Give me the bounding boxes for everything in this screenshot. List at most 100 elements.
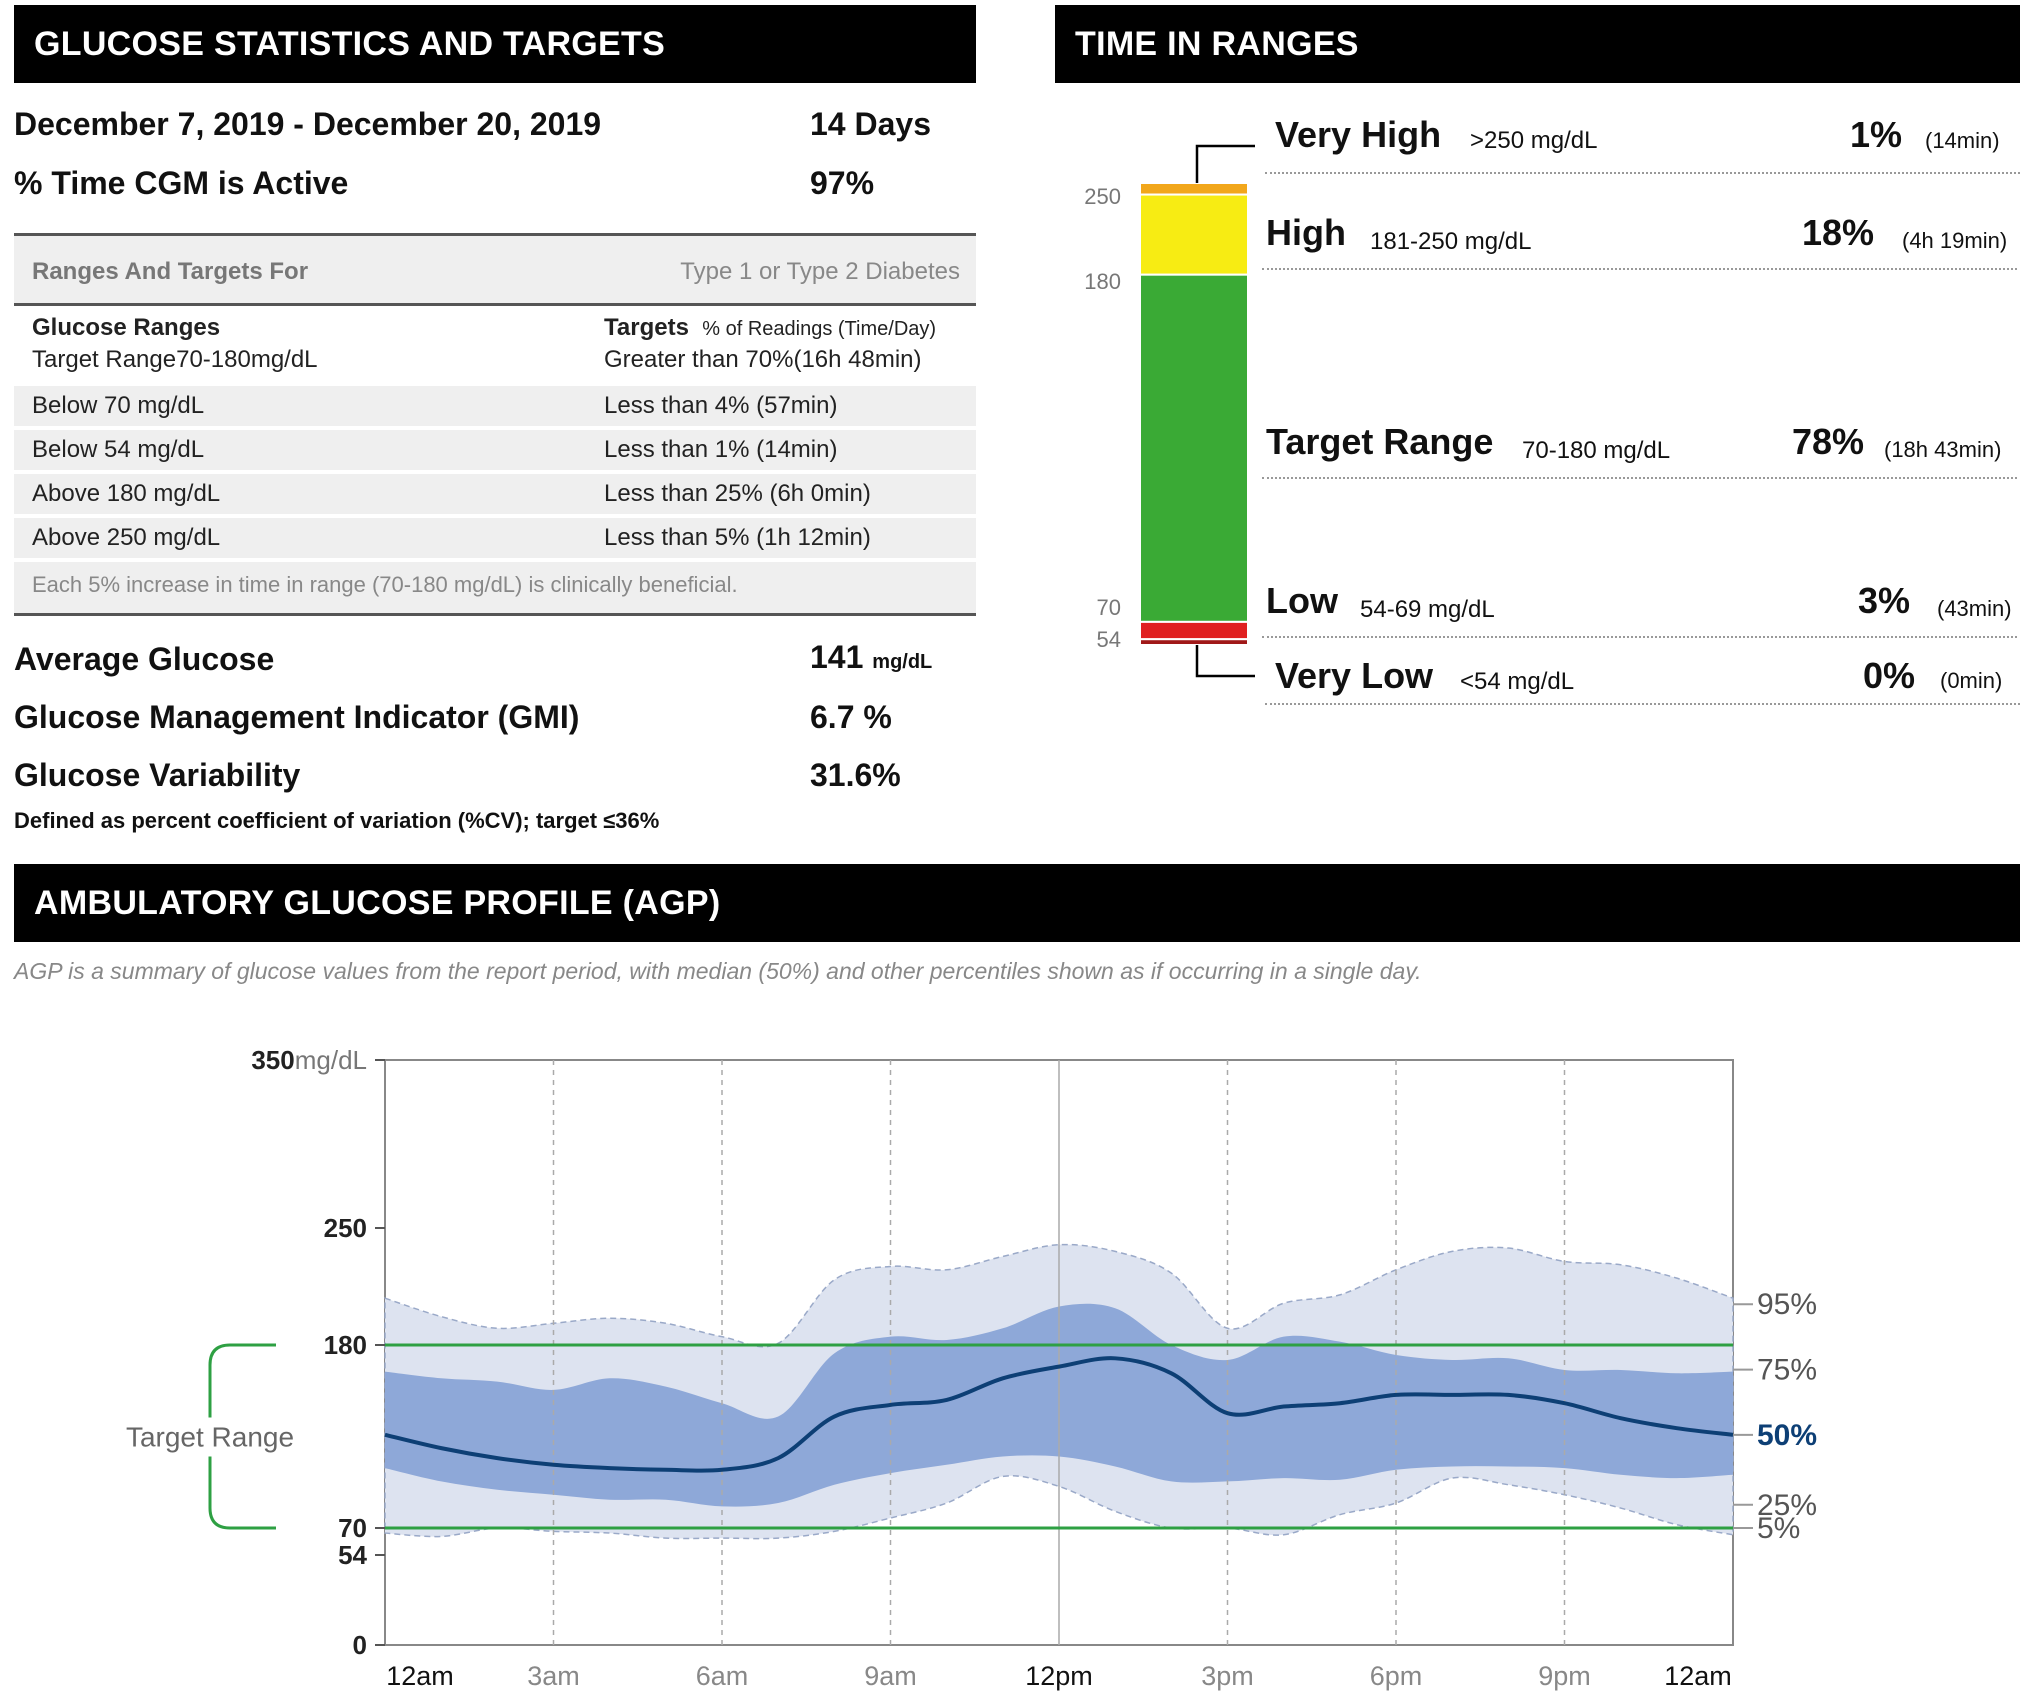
target-cell: Greater than 70%(16h 48min) [604,346,922,373]
x-tick-label: 6pm [1370,1661,1423,1691]
table-note: Each 5% increase in time in range (70-18… [32,572,738,597]
y-tick-label: 350mg/dL [251,1045,367,1075]
tir-range: <54 mg/dL [1460,668,1575,695]
tir-range: 70-180 mg/dL [1522,437,1671,464]
tir-row-low: Low 54-69 mg/dL 3% (43min) [1262,580,2017,638]
tir-row-very-low: Very Low <54 mg/dL 0% (0min) [1265,655,2020,705]
tir-segment-high [1139,193,1249,276]
tir-pct: 18% [1802,212,1875,253]
x-tick-label: 9am [864,1661,917,1691]
targets-table-header: Ranges And Targets For Type 1 or Type 2 … [14,236,976,303]
x-tick-label: 3am [527,1661,580,1691]
avg-glucose-value-wrap: 141 mg/dL [810,639,932,676]
target-cell: Less than 5% (1h 12min) [604,524,871,551]
days-count: 14 Days [810,106,931,142]
tir-axis-labels: 250 180 70 54 [1084,184,1121,652]
table-row: Below 70 mg/dL Less than 4% (57min) [14,386,976,426]
y-tick-label: 70 [338,1513,367,1543]
x-tick-label: 12pm [1025,1661,1093,1691]
target-range-label: Target Range [126,1422,294,1453]
tir-time: (43min) [1937,596,2012,621]
targets-header-left: Ranges And Targets For [32,258,309,285]
very-low-connector [1195,645,1255,678]
x-tick-label: 3pm [1201,1661,1254,1691]
very-high-connector [1195,144,1255,183]
date-range: December 7, 2019 - December 20, 2019 [14,106,602,142]
percentile-label-5: 5% [1757,1512,1800,1545]
x-tick-label: 12am [386,1661,454,1691]
agp-subtitle: AGP is a summary of glucose values from … [14,958,1422,984]
avg-glucose-unit: mg/dL [872,651,933,673]
tir-segment-very-high [1139,182,1249,196]
agp-header: AMBULATORY GLUCOSE PROFILE (AGP) [14,864,2020,942]
tir-name: Very High [1275,114,1442,155]
tir-axis-70: 70 [1097,595,1121,620]
percentile-label-75: 75% [1757,1354,1817,1387]
targets-table: Ranges And Targets For Type 1 or Type 2 … [14,233,976,616]
tir-pct: 1% [1850,114,1903,155]
col-targets-sub: % of Readings (Time/Day) [702,318,937,340]
x-tick-label: 12am [1664,1661,1732,1691]
gv-note: Defined as percent coefficient of variat… [14,808,660,833]
gv-label: Glucose Variability [14,757,301,793]
tir-pct: 3% [1858,580,1911,621]
tir-time: (18h 43min) [1884,437,2002,462]
table-row: Target Range70-180mg/dL Greater than 70%… [14,342,976,382]
median-line [384,1356,1734,1473]
tir-name: Low [1266,580,1338,621]
tir-axis-250: 250 [1084,184,1121,209]
tir-name: High [1266,212,1346,253]
target-cell: Less than 4% (57min) [604,392,838,419]
y-tick-label: 0 [353,1630,367,1660]
tir-time: (14min) [1925,128,2000,153]
targets-header-right: Type 1 or Type 2 Diabetes [680,258,960,285]
table-row: Above 180 mg/dL Less than 25% (6h 0min) [14,474,976,514]
range-cell: Above 180 mg/dL [32,480,221,507]
tir-range: 181-250 mg/dL [1370,228,1532,255]
tir-range: 54-69 mg/dL [1360,596,1495,623]
range-cell: Below 70 mg/dL [32,392,205,419]
table-row: Below 54 mg/dL Less than 1% (14min) [14,430,976,470]
percentile-label-95: 95% [1757,1288,1817,1321]
tir-row-high: High 181-250 mg/dL 18% (4h 19min) [1262,212,2017,270]
cgm-active-label: % Time CGM is Active [14,165,349,201]
x-tick-label: 9pm [1538,1661,1591,1691]
range-cell: Target Range70-180mg/dL [32,346,318,373]
avg-glucose-value: 141 [810,639,864,675]
tir-segment-target-range [1139,273,1249,623]
target-cell: Less than 1% (14min) [604,436,838,463]
percentile-label-50: 50% [1757,1419,1817,1452]
tir-axis-180: 180 [1084,269,1121,294]
range-cell: Above 250 mg/dL [32,524,221,551]
range-cell: Below 54 mg/dL [32,436,205,463]
tir-name: Very Low [1275,655,1434,696]
gv-value: 31.6% [810,757,901,793]
col-targets: Targets [604,314,689,341]
tir-pct: 78% [1792,421,1865,462]
tir-segment-low [1139,620,1249,641]
y-tick-label: 250 [324,1213,367,1243]
tir-segment-very-low [1139,638,1249,647]
tir-time: (0min) [1940,668,2003,693]
tir-header: TIME IN RANGES [1055,5,2020,83]
tir-pct: 0% [1863,655,1916,696]
y-tick-label: 54 [338,1540,367,1570]
gmi-value: 6.7 % [810,699,892,735]
target-cell: Less than 25% (6h 0min) [604,480,871,507]
tir-row-target: Target Range 70-180 mg/dL 78% (18h 43min… [1262,421,2017,479]
x-tick-label: 6am [696,1661,749,1691]
target-range-label-bg [119,1417,301,1457]
tir-time: (4h 19min) [1902,228,2008,253]
col-glucose-ranges: Glucose Ranges [32,314,221,341]
avg-glucose-label: Average Glucose [14,641,275,677]
tir-bar-chart: 250 180 70 54 [1084,144,1255,678]
tir-axis-54: 54 [1097,627,1121,652]
tir-segments [1139,182,1249,647]
tir-row-very-high: Very High >250 mg/dL 1% (14min) [1265,114,2020,174]
table-note-row: Each 5% increase in time in range (70-18… [14,562,976,613]
y-tick-label: 180 [324,1330,367,1360]
tir-name: Target Range [1266,421,1494,462]
table-row: Above 250 mg/dL Less than 5% (1h 12min) [14,518,976,558]
tir-range: >250 mg/dL [1470,127,1598,154]
